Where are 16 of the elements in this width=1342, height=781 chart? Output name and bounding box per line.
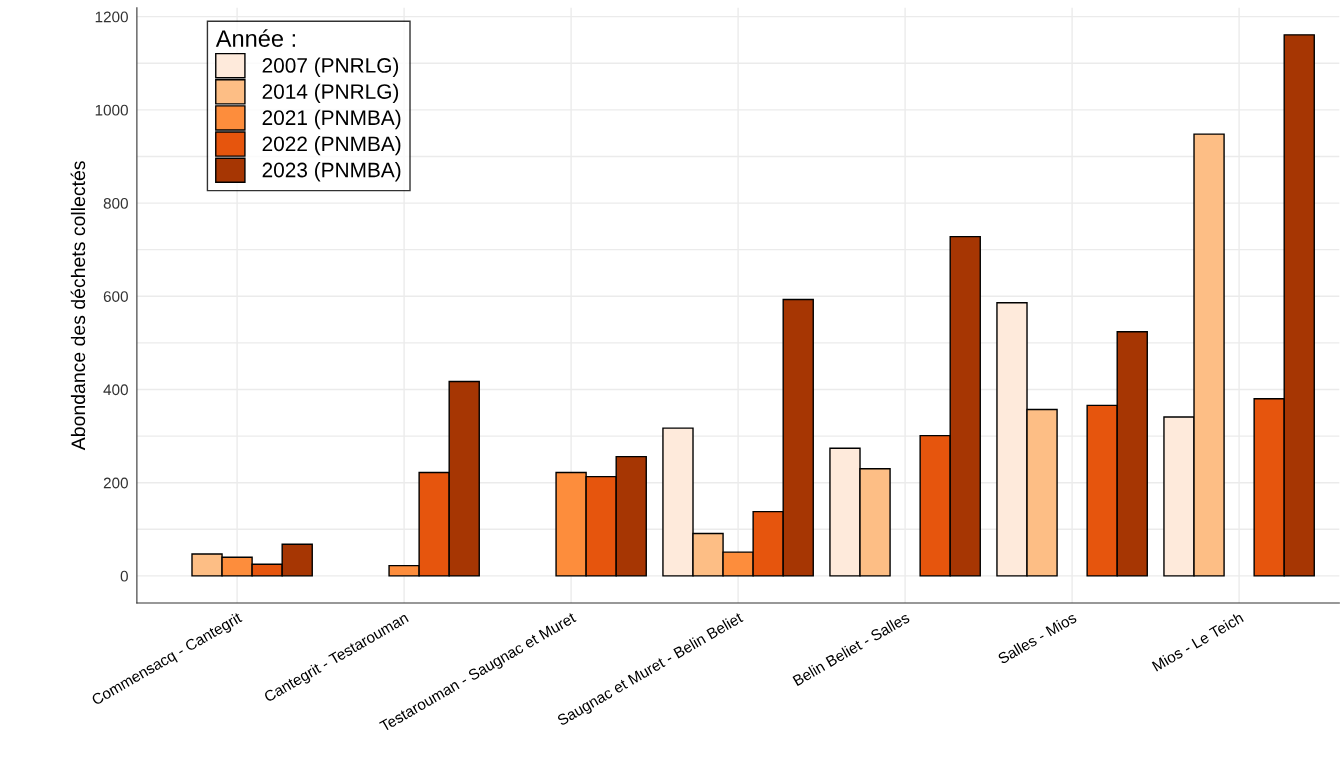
x-tick-label: Salles - Mios <box>996 611 1078 665</box>
legend-title: Année : <box>215 29 295 47</box>
y-tick-label: 400 <box>103 384 128 396</box>
y-tick-label: 800 <box>103 197 128 209</box>
x-tick-label: Mios - Le Teich <box>1151 611 1244 672</box>
y-tick-label: 600 <box>103 291 128 302</box>
y-axis-title: Abondance des déchets collectés <box>70 161 86 451</box>
legend-label: 2014 (PNRLG) <box>262 83 399 104</box>
legend-label: 2022 (PNMBA) <box>262 135 401 156</box>
legend-label: 2007 (PNRLG) <box>262 57 399 77</box>
y-tick-label: 200 <box>103 477 128 489</box>
y-tick-label: 1000 <box>95 104 128 116</box>
y-tick-label: 1200 <box>95 11 128 23</box>
y-tick-label: 0 <box>120 570 128 582</box>
legend-label: 2023 (PNMBA) <box>262 162 401 182</box>
legend-label: 2021 (PNMBA) <box>262 109 401 130</box>
